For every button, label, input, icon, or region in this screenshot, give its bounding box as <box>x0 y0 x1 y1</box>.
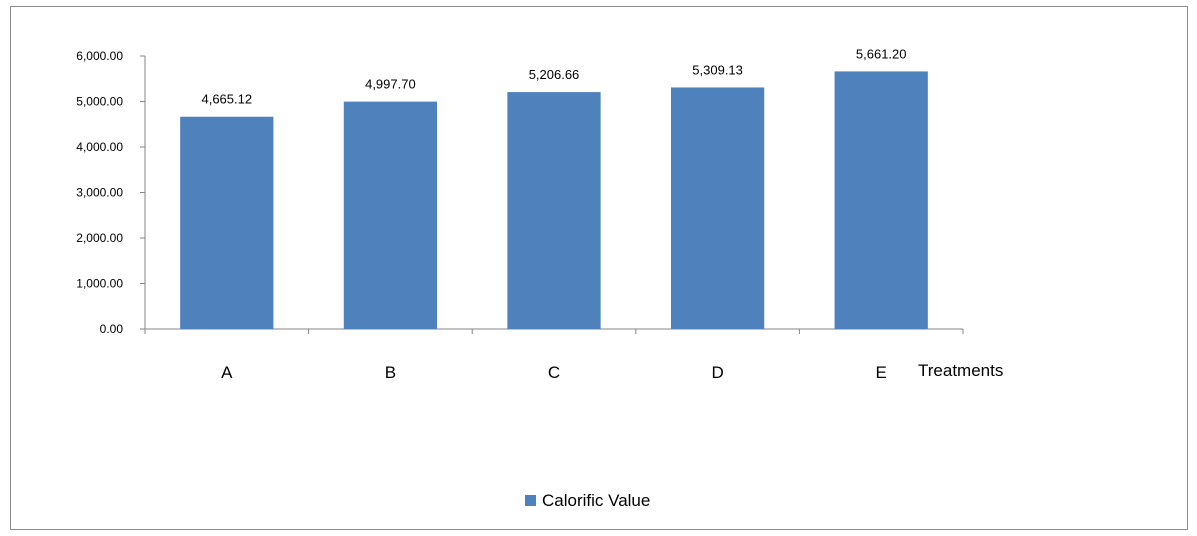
legend-label: Calorific Value <box>542 491 650 510</box>
y-axis: 0.00 1,000.00 2,000.00 3,000.00 4,000.00 5,00… <box>76 49 146 336</box>
bar-e <box>834 71 928 329</box>
bar-c <box>507 92 601 329</box>
bar-d <box>670 87 765 329</box>
x-axis-title: Treatments <box>918 361 1003 380</box>
category-label-d: D <box>711 363 723 382</box>
bar-a <box>180 116 274 330</box>
category-label-c: C <box>548 363 560 382</box>
y-tick-label: 3,000.00 <box>76 186 123 200</box>
y-tick-label: 5,000.00 <box>76 95 123 109</box>
data-label-d: 5,309.13 <box>692 62 743 77</box>
legend-swatch <box>525 495 536 506</box>
category-label-b: B <box>385 363 396 382</box>
data-labels: 4,665.12 4,997.70 5,206.66 5,309.13 5,661.20 <box>201 46 906 106</box>
category-labels: A B C D E <box>221 363 887 382</box>
y-tick-label: 1,000.00 <box>76 277 123 291</box>
data-label-b: 4,997.70 <box>365 77 416 92</box>
data-label-e: 5,661.20 <box>856 46 907 61</box>
legend: Calorific Value <box>525 491 650 510</box>
y-tick-label: 6,000.00 <box>76 49 123 63</box>
data-label-c: 5,206.66 <box>529 67 580 82</box>
bars <box>180 71 928 330</box>
category-label-e: E <box>876 363 887 382</box>
bar-b <box>343 101 438 330</box>
y-tick-label: 0.00 <box>100 322 124 336</box>
y-tick-label: 4,000.00 <box>76 140 123 154</box>
x-axis <box>144 328 964 334</box>
category-label-a: A <box>221 363 233 382</box>
y-tick-label: 2,000.00 <box>76 231 123 245</box>
data-label-a: 4,665.12 <box>201 92 252 107</box>
